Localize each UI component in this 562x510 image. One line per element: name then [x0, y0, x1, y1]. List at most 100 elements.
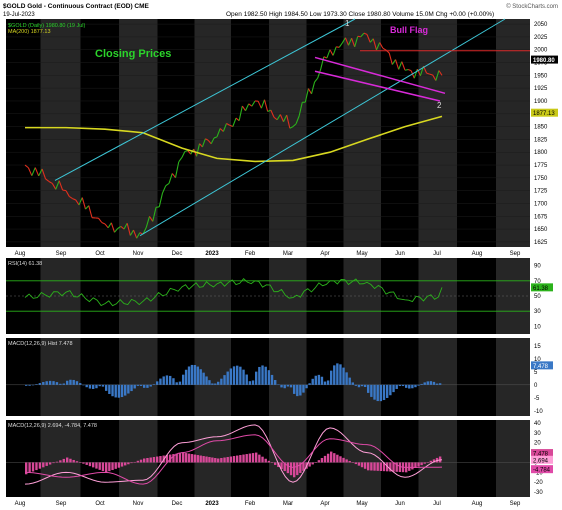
macd-hist-bar — [345, 459, 348, 463]
hist-bar — [326, 380, 330, 385]
hist-bar — [296, 384, 299, 397]
macd-hist-bar — [270, 462, 274, 463]
price-line-segment — [292, 123, 297, 128]
price-line-segment — [213, 136, 218, 139]
hist-bar — [293, 384, 296, 394]
price-line-segment — [235, 117, 240, 122]
price-line-segment — [168, 173, 173, 184]
macd-ytick: -20 — [534, 480, 543, 486]
price-line-segment — [304, 88, 309, 103]
macd-hist-bar — [367, 462, 370, 471]
hist-bar — [114, 384, 117, 398]
month-band — [194, 19, 231, 247]
macd-ytick: 30 — [534, 431, 541, 437]
hist-bar — [211, 383, 214, 385]
macd-hist-bar — [182, 452, 185, 463]
price-line-segment — [326, 49, 331, 59]
price-line-segment — [81, 197, 87, 210]
hist-bar — [48, 380, 52, 385]
hist-bar — [182, 374, 185, 385]
price-line-segment — [72, 198, 76, 201]
macd-hist-bar — [165, 455, 169, 463]
price-line-segment — [117, 225, 122, 229]
price-line-segment — [158, 192, 164, 207]
month-band — [40, 420, 81, 497]
month-band — [496, 19, 530, 247]
price-ytick: 1775 — [534, 163, 548, 169]
price-line-segment — [120, 225, 125, 230]
x-axis-month: Aug — [15, 251, 26, 257]
hist-bar — [223, 375, 226, 385]
macd-hist-bar — [130, 462, 133, 464]
x-axis-month: Mar — [283, 501, 293, 507]
price-line-segment — [62, 189, 67, 192]
hist-bar — [302, 384, 305, 393]
macd-hist-bar — [208, 457, 211, 463]
price-line-segment — [187, 150, 192, 155]
hist-bar — [52, 381, 55, 385]
hist-bar — [405, 384, 408, 388]
price-line-segment — [31, 167, 36, 176]
macd-hist-bar — [143, 458, 146, 463]
price-line-segment — [372, 38, 378, 51]
macd-hist-bar — [105, 462, 108, 473]
macd-hist-bar — [354, 462, 358, 465]
hist-bar — [389, 384, 392, 396]
hist-bar — [270, 374, 274, 385]
macd-hist-bar — [239, 455, 242, 463]
hist-bar — [108, 384, 111, 394]
macd-hist-bar — [314, 462, 317, 463]
macd-hist-bar — [311, 462, 314, 465]
macd-ytick: 40 — [534, 421, 541, 427]
hist-legend: MACD(12,26,9) Hist 7.478 — [8, 341, 73, 347]
price-line-segment — [251, 100, 256, 107]
x-axis-month: Feb — [245, 251, 256, 257]
ohlc-summary: Open 1982.50 High 1984.50 Low 1973.30 Cl… — [226, 11, 494, 18]
hist-bar — [370, 384, 373, 397]
hist-bar — [392, 384, 395, 393]
hist-bar — [31, 384, 35, 386]
hist-bar — [360, 384, 364, 387]
price-line-segment — [260, 99, 266, 109]
macd-hist-bar — [392, 462, 395, 472]
price-line-segment — [132, 229, 138, 239]
price-line-segment — [314, 77, 319, 83]
macd-hist-bar — [159, 456, 162, 463]
price-line-segment — [298, 102, 303, 116]
price-line-segment — [181, 151, 186, 158]
hist-bar — [258, 366, 261, 385]
price-line-segment — [401, 61, 406, 71]
hist-bar — [267, 370, 271, 385]
hist-bar — [101, 384, 105, 387]
macd-hist-bar — [429, 460, 433, 463]
month-band — [343, 420, 381, 497]
hist-bar — [208, 380, 211, 385]
price-line-segment — [48, 180, 53, 184]
hist-bar — [299, 384, 302, 396]
hist-ytick: 0 — [534, 383, 538, 389]
hist-bar — [82, 384, 85, 386]
hist-bar — [199, 369, 202, 385]
price-line-segment — [394, 59, 400, 70]
price-line-segment — [171, 173, 176, 178]
x-axis-month: Sep — [510, 501, 521, 507]
price-line-segment — [229, 124, 234, 128]
hist-bar — [220, 378, 223, 385]
hist-bar — [239, 366, 242, 385]
hist-bar — [432, 381, 436, 385]
hist-bar — [255, 371, 258, 385]
macd-hist-bar — [62, 458, 65, 463]
price-ytick: 1675 — [534, 214, 548, 220]
hist-bar — [202, 372, 205, 385]
price-line-segment — [391, 59, 396, 65]
hist-bar — [274, 380, 277, 385]
macd-hist-bar — [205, 456, 208, 463]
hist-bar — [245, 374, 248, 385]
macd-hist-bar — [386, 462, 389, 472]
macd-hist-bar — [35, 462, 38, 471]
month-band — [343, 338, 381, 416]
price-ytick: 1900 — [534, 99, 548, 105]
price-line-segment — [379, 42, 384, 49]
hist-bar — [367, 384, 370, 393]
price-line-segment — [257, 100, 262, 109]
